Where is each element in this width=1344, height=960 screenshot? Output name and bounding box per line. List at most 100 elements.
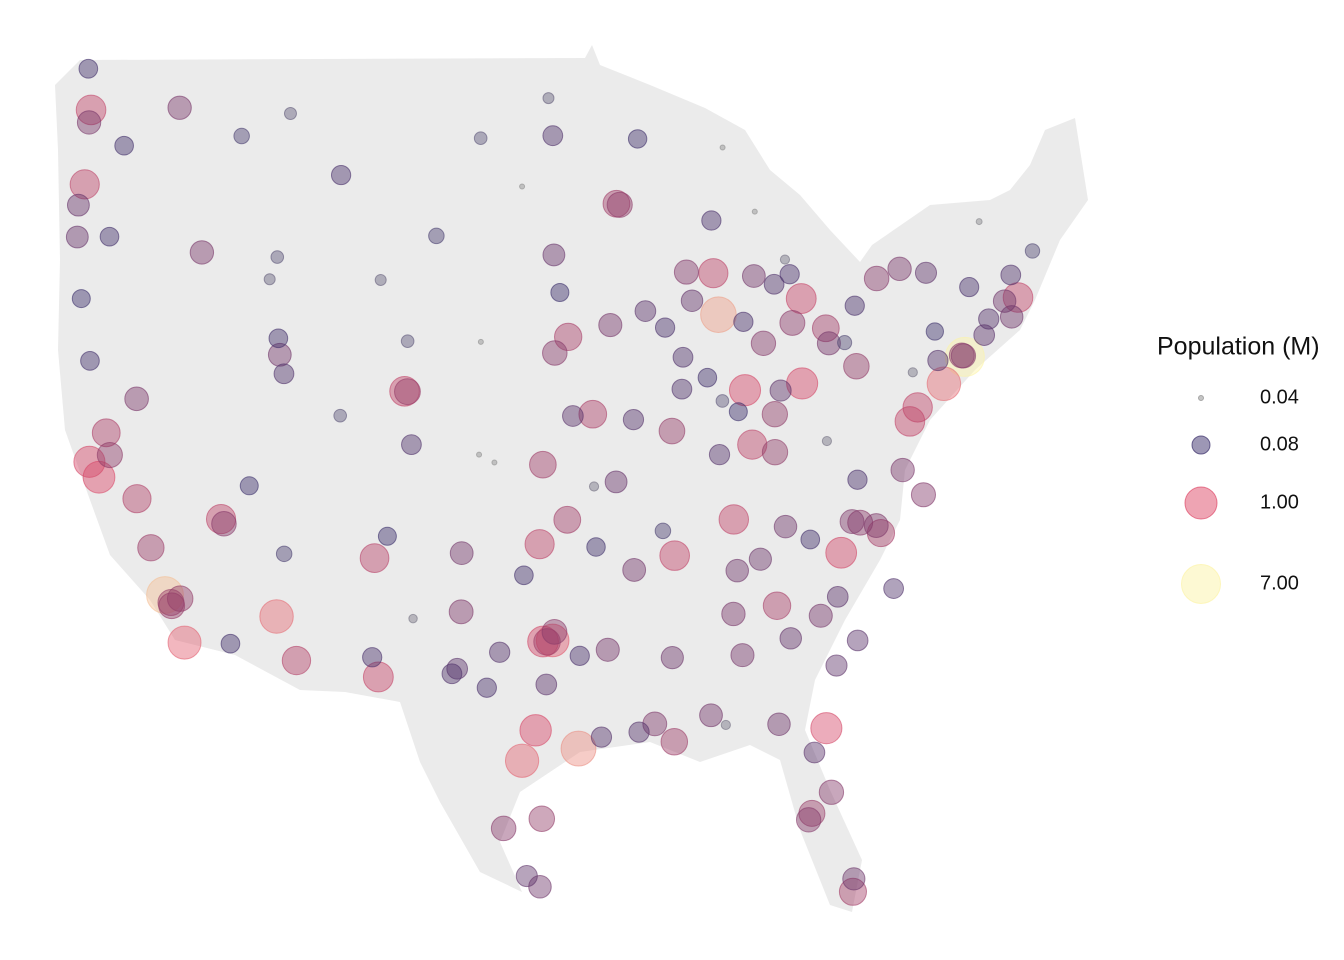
city-bubble <box>926 366 962 402</box>
city-bubble <box>718 504 750 535</box>
city-bubble <box>604 470 628 494</box>
city-bubble <box>524 529 555 560</box>
city-bubble <box>700 296 737 333</box>
city-bubble <box>124 386 149 412</box>
city-bubble <box>80 351 100 371</box>
city-bubble <box>816 331 841 356</box>
city-bubble <box>233 127 250 145</box>
city-bubble <box>158 592 186 620</box>
legend-label: 0.08 <box>1260 433 1299 455</box>
city-bubble <box>733 311 754 332</box>
city-bubble <box>697 367 718 388</box>
city-bubble <box>701 210 722 231</box>
city-bubble <box>719 144 726 151</box>
city-bubble <box>894 406 926 437</box>
legend-label: 7.00 <box>1260 572 1299 594</box>
city-bubble <box>728 402 748 422</box>
city-bubble <box>167 95 192 120</box>
city-bubble <box>622 558 647 582</box>
city-bubble <box>779 264 800 285</box>
city-bubble <box>275 545 293 563</box>
city-bubble <box>978 308 1000 330</box>
city-bubble <box>907 367 918 378</box>
city-bubble <box>671 378 693 400</box>
city-bubble <box>725 558 749 583</box>
city-bubble <box>741 264 766 288</box>
city-bubble <box>99 226 120 247</box>
city-bubble <box>673 259 699 285</box>
city-bubble <box>75 94 107 126</box>
city-bubble <box>96 441 123 469</box>
city-bubble <box>476 451 483 458</box>
city-bubble <box>268 328 289 349</box>
city-bubble <box>560 730 597 767</box>
city-bubble <box>999 305 1024 329</box>
city-bubble <box>595 637 620 662</box>
city-bubble <box>189 240 215 265</box>
city-bubble <box>330 164 352 186</box>
city-bubble <box>767 712 791 736</box>
legend-title: Population (M) <box>1157 333 1320 361</box>
city-bubble <box>660 646 684 670</box>
city-bubble <box>514 565 534 586</box>
city-bubble <box>910 482 937 508</box>
city-bubble <box>863 265 890 292</box>
city-bubble <box>844 295 865 316</box>
city-bubble <box>847 469 868 490</box>
city-bubble <box>449 541 474 566</box>
city-bubble <box>167 625 202 660</box>
city-bubble <box>837 335 853 351</box>
city-bubble <box>847 509 874 536</box>
city-bubble <box>550 282 570 302</box>
city-bubble <box>553 505 582 534</box>
city-bubble <box>763 273 785 295</box>
city-bubble <box>65 225 89 249</box>
city-bubble <box>114 135 134 156</box>
city-bubble <box>535 673 558 696</box>
city-bubble <box>270 250 285 264</box>
city-bubble <box>658 417 686 445</box>
city-bubble <box>761 401 789 428</box>
city-bubble <box>843 352 870 380</box>
city-bubble <box>810 712 843 745</box>
city-bubble <box>795 807 822 833</box>
city-bubble <box>578 399 608 429</box>
city-bubble <box>606 191 633 218</box>
city-bubble <box>890 457 915 483</box>
city-bubble <box>839 509 865 535</box>
city-bubble <box>283 107 297 120</box>
city-bubble <box>846 629 869 652</box>
city-bubble <box>779 627 802 650</box>
city-bubble <box>728 374 762 407</box>
city-bubble <box>448 599 474 625</box>
city-bubble <box>529 450 557 479</box>
city-bubble <box>973 324 996 346</box>
city-bubble <box>476 677 497 698</box>
city-bubble <box>535 623 570 658</box>
city-bubble <box>622 408 645 431</box>
city-bubble <box>515 864 538 888</box>
city-bubble <box>598 313 623 338</box>
city-bubble <box>586 537 606 557</box>
city-bubble <box>737 429 768 460</box>
city-bubble <box>362 647 383 668</box>
legend-key <box>1191 435 1211 455</box>
city-bubble <box>708 444 731 466</box>
city-bubble <box>715 394 730 408</box>
bubbles <box>65 58 1041 906</box>
city-bubble <box>634 300 657 322</box>
city-bubble <box>477 338 484 345</box>
legend-label: 0.04 <box>1260 386 1299 408</box>
city-bubble <box>220 633 241 654</box>
city-bubble <box>654 522 672 540</box>
city-bubble <box>122 484 152 514</box>
city-bubble <box>748 547 772 571</box>
city-bubble <box>628 721 650 743</box>
city-bubble <box>504 743 540 778</box>
city-bubble <box>374 273 387 286</box>
city-bubble <box>542 243 566 267</box>
city-bubble <box>826 585 849 608</box>
legend-key <box>1198 395 1204 401</box>
city-bubble <box>408 613 418 624</box>
